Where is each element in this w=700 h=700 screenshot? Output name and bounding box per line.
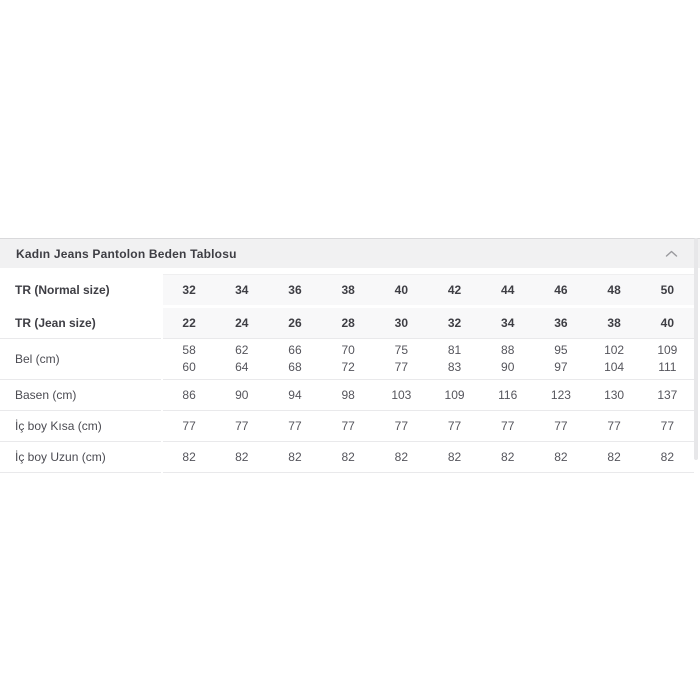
size-value-cell: 82 bbox=[162, 441, 216, 473]
size-value-cell: 88 90 bbox=[481, 338, 535, 380]
size-value-cell: 34 bbox=[215, 274, 269, 308]
size-value-cell: 40 bbox=[374, 274, 428, 308]
size-value-cell: 77 bbox=[427, 410, 482, 442]
size-chart-accordion: Kadın Jeans Pantolon Beden Tablosu TR (N… bbox=[0, 238, 700, 473]
table-row: TR (Normal size) 32 34 36 38 40 42 44 46 48 50 bbox=[0, 274, 694, 308]
size-value-cell: 116 bbox=[481, 379, 535, 411]
size-chart-table: TR (Normal size) 32 34 36 38 40 42 44 46 48 50 TR (… bbox=[0, 274, 694, 473]
size-value-cell: 36 bbox=[534, 306, 588, 339]
row-label: İç boy Uzun (cm) bbox=[0, 441, 163, 473]
size-value-cell: 30 bbox=[374, 306, 428, 339]
size-value-cell: 24 bbox=[215, 306, 269, 339]
size-value-cell: 28 bbox=[321, 306, 375, 339]
size-value-cell: 36 bbox=[268, 274, 322, 308]
size-value-cell: 82 bbox=[374, 441, 428, 473]
size-value-cell: 50 bbox=[640, 274, 694, 308]
size-value-cell: 44 bbox=[481, 274, 535, 308]
size-value-cell: 38 bbox=[321, 274, 375, 308]
size-value-cell: 77 bbox=[321, 410, 375, 442]
table-row: Basen (cm) 86 90 94 98 103 109 116 123 130 137 bbox=[0, 379, 694, 411]
size-value-cell: 62 64 bbox=[215, 338, 269, 380]
table-row: İç boy Kısa (cm) 77 77 77 77 77 77 77 77 77 77 bbox=[0, 410, 694, 442]
size-value-cell: 94 bbox=[268, 379, 322, 411]
size-value-cell: 82 bbox=[427, 441, 482, 473]
size-value-cell: 82 bbox=[321, 441, 375, 473]
size-value-cell: 103 bbox=[374, 379, 428, 411]
vertical-scrollbar[interactable] bbox=[694, 238, 698, 460]
size-value-cell: 75 77 bbox=[374, 338, 428, 380]
size-value-cell: 130 bbox=[587, 379, 641, 411]
size-value-cell: 32 bbox=[162, 274, 216, 308]
size-value-cell: 70 72 bbox=[321, 338, 375, 380]
size-value-cell: 42 bbox=[427, 274, 482, 308]
row-label: İç boy Kısa (cm) bbox=[0, 410, 163, 442]
size-value-cell: 34 bbox=[481, 306, 535, 339]
size-value-cell: 77 bbox=[534, 410, 588, 442]
size-value-cell: 48 bbox=[587, 274, 641, 308]
size-value-cell: 58 60 bbox=[162, 338, 216, 380]
row-label: Basen (cm) bbox=[0, 379, 163, 411]
size-value-cell: 77 bbox=[162, 410, 216, 442]
size-value-cell: 82 bbox=[215, 441, 269, 473]
size-value-cell: 82 bbox=[534, 441, 588, 473]
row-label: TR (Normal size) bbox=[0, 274, 163, 308]
size-value-cell: 38 bbox=[587, 306, 641, 339]
size-value-cell: 40 bbox=[640, 306, 694, 339]
size-value-cell: 82 bbox=[640, 441, 694, 473]
size-value-cell: 77 bbox=[374, 410, 428, 442]
size-value-cell: 102 104 bbox=[587, 338, 641, 380]
row-label: TR (Jean size) bbox=[0, 306, 163, 339]
size-value-cell: 109 bbox=[427, 379, 482, 411]
size-value-cell: 82 bbox=[268, 441, 322, 473]
chevron-up-icon[interactable] bbox=[665, 250, 678, 258]
size-value-cell: 26 bbox=[268, 306, 322, 339]
size-value-cell: 81 83 bbox=[427, 338, 482, 380]
size-value-cell: 98 bbox=[321, 379, 375, 411]
size-value-cell: 77 bbox=[481, 410, 535, 442]
size-chart-table-container: TR (Normal size) 32 34 36 38 40 42 44 46 48 50 TR (… bbox=[0, 274, 700, 473]
size-value-cell: 77 bbox=[640, 410, 694, 442]
table-row: Bel (cm) 58 60 62 64 66 68 70 72 75 77 81 83 88 90 95 97… bbox=[0, 338, 694, 380]
size-value-cell: 46 bbox=[534, 274, 588, 308]
size-value-cell: 22 bbox=[162, 306, 216, 339]
size-value-cell: 82 bbox=[481, 441, 535, 473]
size-value-cell: 66 68 bbox=[268, 338, 322, 380]
size-chart-accordion-header[interactable]: Kadın Jeans Pantolon Beden Tablosu bbox=[0, 238, 700, 268]
size-value-cell: 90 bbox=[215, 379, 269, 411]
size-value-cell: 109 111 bbox=[640, 338, 694, 380]
size-value-cell: 123 bbox=[534, 379, 588, 411]
size-value-cell: 86 bbox=[162, 379, 216, 411]
table-row: İç boy Uzun (cm) 82 82 82 82 82 82 82 82 82 82 bbox=[0, 441, 694, 473]
size-chart-title: Kadın Jeans Pantolon Beden Tablosu bbox=[16, 246, 237, 261]
size-value-cell: 77 bbox=[215, 410, 269, 442]
size-chart-table-body: TR (Normal size) 32 34 36 38 40 42 44 46 48 50 TR (… bbox=[0, 274, 694, 473]
size-value-cell: 95 97 bbox=[534, 338, 588, 380]
size-value-cell: 32 bbox=[427, 306, 482, 339]
size-value-cell: 137 bbox=[640, 379, 694, 411]
table-row: TR (Jean size) 22 24 26 28 30 32 34 36 38 40 bbox=[0, 306, 694, 339]
size-value-cell: 77 bbox=[268, 410, 322, 442]
size-value-cell: 77 bbox=[587, 410, 641, 442]
row-label: Bel (cm) bbox=[0, 338, 163, 380]
size-value-cell: 82 bbox=[587, 441, 641, 473]
